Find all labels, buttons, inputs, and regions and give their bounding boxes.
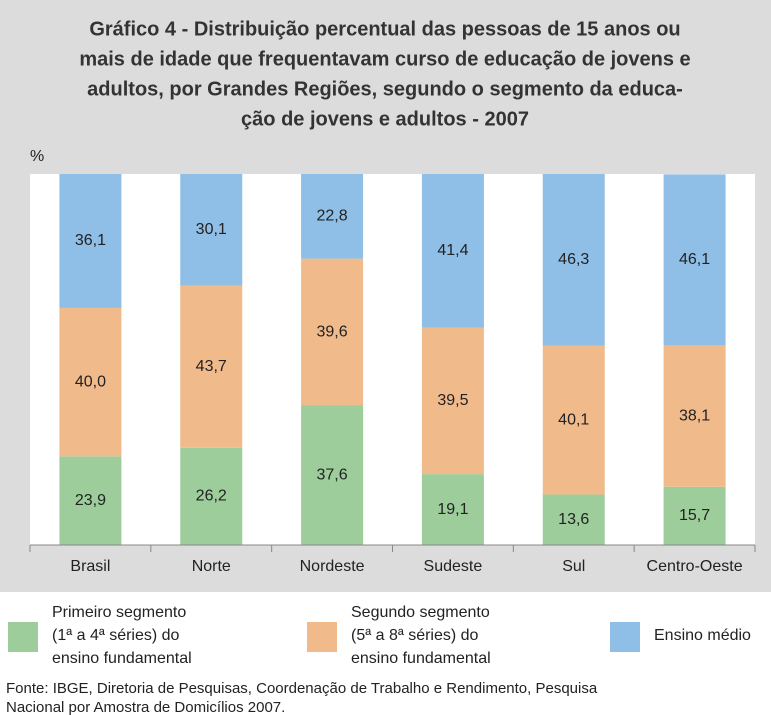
bar-segment [59, 174, 122, 308]
data-label: 15,7 [679, 507, 710, 524]
legend-swatch [610, 622, 640, 652]
data-label: 37,6 [317, 466, 348, 483]
legend-swatch [8, 622, 38, 652]
data-label: 23,9 [75, 492, 106, 509]
bar-segment [421, 327, 484, 475]
data-label: 41,4 [437, 242, 468, 259]
data-label: 39,6 [317, 323, 348, 340]
data-label: 39,5 [437, 392, 468, 409]
bar-segment [180, 285, 243, 448]
legend-label: (5ª a 8ª séries) do [351, 627, 479, 644]
y-axis-label: % [30, 148, 44, 165]
chart-title: mais de idade que frequentavam curso de … [79, 48, 690, 70]
bar-segment [59, 307, 122, 457]
x-tick-label: Centro-Oeste [647, 558, 743, 575]
x-tick-label: Nordeste [300, 558, 365, 575]
bar-segment [542, 345, 605, 495]
x-tick-label: Sudeste [424, 558, 483, 575]
plot-area [30, 174, 755, 545]
bar-segment [59, 456, 122, 545]
data-label: 26,2 [196, 488, 227, 505]
bar-segment [663, 174, 726, 346]
x-tick-label: Brasil [70, 558, 110, 575]
legend-swatch [307, 622, 337, 652]
legend-label: Segundo segmento [351, 604, 490, 621]
legend-label: ensino fundamental [52, 650, 192, 667]
data-label: 13,6 [558, 511, 589, 528]
legend-label: Ensino médio [654, 627, 751, 644]
legend-label: Primeiro segmento [52, 604, 186, 621]
data-label: 38,1 [679, 407, 710, 424]
bar-segment [421, 474, 484, 545]
x-tick-label: Sul [562, 558, 585, 575]
chart-title: ção de jovens e adultos - 2007 [241, 108, 529, 130]
bar-segment [301, 174, 364, 259]
data-label: 40,1 [558, 411, 589, 428]
legend-label: (1ª a 4ª séries) do [52, 627, 180, 644]
data-label: 46,3 [558, 251, 589, 268]
bar-segment [663, 486, 726, 545]
data-label: 30,1 [196, 221, 227, 238]
data-label: 36,1 [75, 232, 106, 249]
data-label: 22,8 [317, 208, 348, 225]
bar-segment [542, 174, 605, 346]
bar-segment [421, 174, 484, 328]
bar-segment [301, 405, 364, 545]
chart-title: Gráfico 4 - Distribuição percentual das … [89, 18, 680, 40]
bar-segment [180, 447, 243, 545]
bar-segment [663, 345, 726, 487]
legend-label: ensino fundamental [351, 650, 491, 667]
data-label: 43,7 [196, 358, 227, 375]
chart-title: adultos, por Grandes Regiões, segundo o … [87, 78, 683, 100]
x-tick-label: Norte [192, 558, 231, 575]
data-label: 46,1 [679, 251, 710, 268]
bar-segment [180, 174, 243, 286]
data-label: 40,0 [75, 373, 106, 390]
bar-segment [542, 494, 605, 545]
bar-segment [301, 258, 364, 406]
source-note: Nacional por Amostra de Domicílios 2007. [6, 699, 285, 715]
source-note: Fonte: IBGE, Diretoria de Pesquisas, Coo… [6, 680, 598, 697]
data-label: 19,1 [437, 501, 468, 518]
